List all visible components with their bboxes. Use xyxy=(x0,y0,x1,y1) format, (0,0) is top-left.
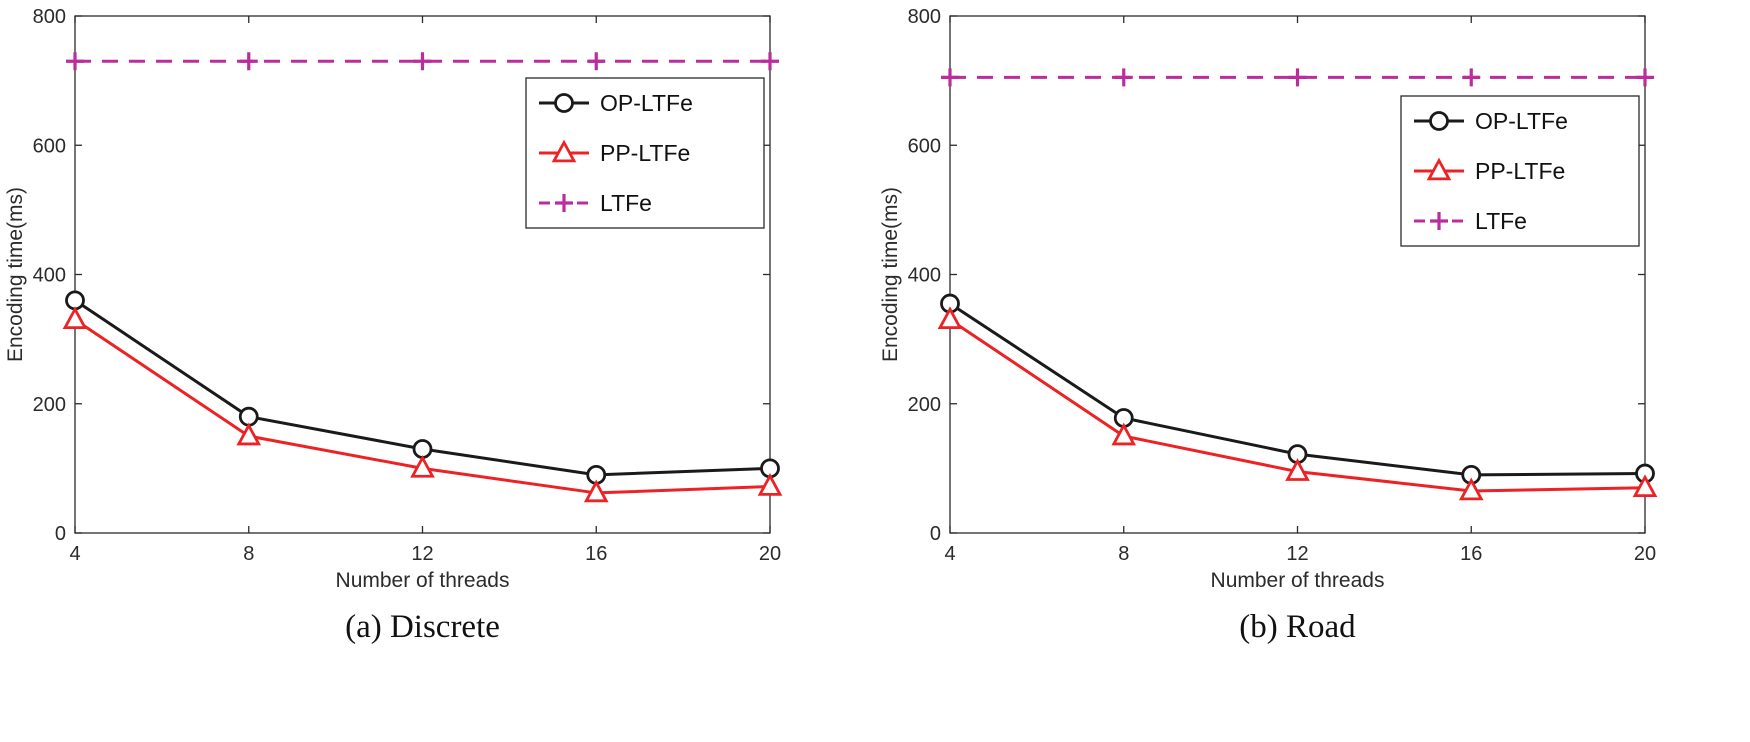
y-tick-label: 0 xyxy=(930,523,941,545)
triangle-marker xyxy=(1426,157,1452,181)
y-tick-label: 600 xyxy=(908,135,941,157)
legend-label: OP-LTFe xyxy=(600,90,693,116)
triangle-marker xyxy=(62,306,88,330)
series-ltfe xyxy=(66,52,779,71)
triangle-marker xyxy=(1111,422,1137,446)
y-tick-label: 400 xyxy=(908,265,941,287)
legend-label: OP-LTFe xyxy=(1475,108,1568,134)
legend: OP-LTFe PP-LTFe LTFe xyxy=(525,77,765,229)
legend-label: LTFe xyxy=(600,190,652,216)
x-tick-label: 16 xyxy=(1460,543,1482,565)
series-ltfe xyxy=(941,68,1654,87)
x-tick-label: 4 xyxy=(944,543,955,565)
triangle-marker xyxy=(551,139,577,163)
y-axis-label: Encoding time(ms) xyxy=(4,187,27,362)
y-tick-label: 800 xyxy=(33,6,66,28)
series-pp-ltfe xyxy=(937,306,1658,501)
x-axis-label: Number of threads xyxy=(1211,569,1385,592)
legend: OP-LTFe PP-LTFe LTFe xyxy=(1400,95,1640,247)
circle-marker xyxy=(1429,111,1449,131)
series-pp-ltfe xyxy=(62,306,783,503)
series-op-ltfe xyxy=(65,290,780,485)
y-tick-label: 600 xyxy=(33,135,66,157)
x-tick-label: 4 xyxy=(69,543,80,565)
y-tick-label: 400 xyxy=(33,265,66,287)
x-tick-label: 12 xyxy=(1286,543,1308,565)
legend-label: LTFe xyxy=(1475,208,1527,234)
triangle-marker xyxy=(937,306,963,330)
circle-marker xyxy=(65,290,85,311)
circle-marker xyxy=(554,93,574,113)
caption-road: (b) Road xyxy=(1239,609,1356,645)
triangle-marker xyxy=(1285,458,1310,481)
triangle-marker xyxy=(1458,477,1484,501)
caption-discrete: (a) Discrete xyxy=(345,609,500,645)
triangle-marker xyxy=(757,473,783,496)
y-tick-label: 200 xyxy=(908,394,941,416)
triangle-marker xyxy=(410,454,435,478)
x-axis-label: Number of threads xyxy=(336,569,510,592)
y-tick-label: 200 xyxy=(33,394,66,416)
y-tick-label: 0 xyxy=(55,523,66,545)
x-tick-label: 20 xyxy=(1634,543,1656,565)
chart-panel-discrete: 4 8 12 16 20 0 200 400 600 800 Number of threads En… xyxy=(4,6,783,645)
circle-marker xyxy=(238,406,259,427)
triangle-marker xyxy=(583,479,609,503)
x-tick-label: 8 xyxy=(243,543,254,565)
series-op-ltfe xyxy=(940,293,1655,485)
x-tick-label: 12 xyxy=(411,543,433,565)
x-tick-label: 16 xyxy=(585,543,607,565)
legend-label: PP-LTFe xyxy=(600,140,690,166)
triangle-marker xyxy=(1632,474,1658,498)
legend-label: PP-LTFe xyxy=(1475,158,1565,184)
triangle-marker xyxy=(236,422,262,446)
x-tick-label: 20 xyxy=(759,543,781,565)
y-axis-label: Encoding time(ms) xyxy=(879,187,902,362)
y-tick-label: 800 xyxy=(908,6,941,28)
circle-marker xyxy=(412,439,433,459)
x-tick-label: 8 xyxy=(1118,543,1129,565)
chart-panel-road: 4 8 12 16 20 0 200 400 600 800 Number of threads En… xyxy=(875,0,1750,742)
